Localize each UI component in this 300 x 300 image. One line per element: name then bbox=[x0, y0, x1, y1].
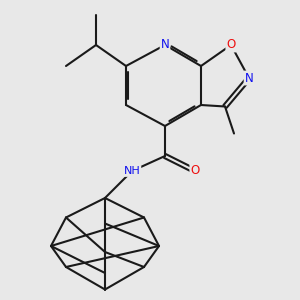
Text: N: N bbox=[244, 71, 253, 85]
Text: NH: NH bbox=[124, 166, 140, 176]
Text: O: O bbox=[226, 38, 236, 52]
Text: N: N bbox=[160, 38, 169, 52]
Text: O: O bbox=[190, 164, 200, 178]
